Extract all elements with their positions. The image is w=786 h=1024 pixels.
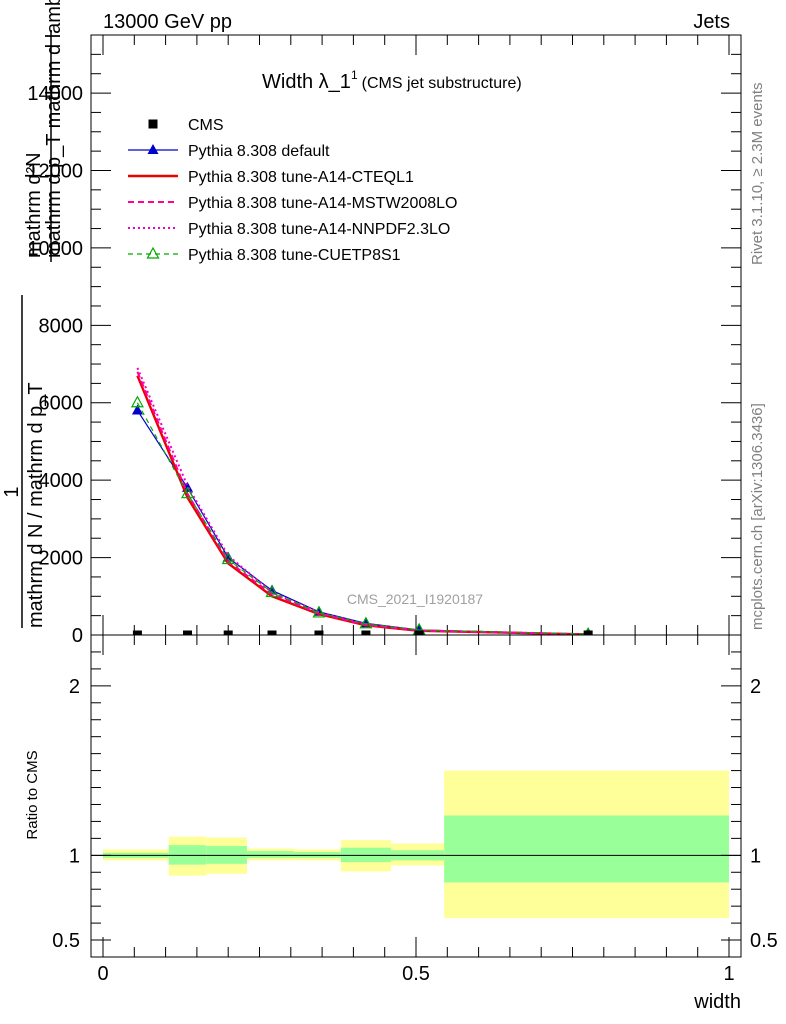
- ratio-stat-band: [246, 851, 294, 858]
- main-y-tick-label: 2000: [39, 548, 84, 570]
- legend-entry: Pythia 8.308 default: [128, 143, 330, 160]
- ratio-y-tick-label: 2: [69, 676, 80, 698]
- legend-label: CMS: [188, 117, 224, 134]
- legend-marker: [148, 119, 158, 129]
- rivet-label: Rivet 3.1.10, ≥ 2.3M events: [749, 83, 766, 266]
- data-point: [131, 404, 143, 415]
- legend-label: Pythia 8.308 tune-A14-NNPDF2.3LO: [188, 221, 450, 238]
- ylabel-numerator: mathrm d²N: [23, 152, 45, 258]
- legend-entry: Pythia 8.308 tune-A14-MSTW2008LO: [128, 195, 457, 212]
- legend-entry: Pythia 8.308 tune-CUETP8S1: [128, 246, 401, 264]
- x-axis-label: width: [693, 991, 741, 1013]
- mcplots-label: mcplots.cern.ch [arXiv:1306.3436]: [749, 403, 766, 630]
- data-point: [312, 605, 326, 618]
- data-point: [180, 486, 195, 499]
- main-y-tick-label: 12000: [27, 160, 83, 182]
- header-right: Jets: [693, 11, 730, 33]
- ratio-y-tick-label: 0.5: [52, 930, 80, 952]
- plot-title: Width λ_11 (CMS jet substructure): [262, 68, 522, 93]
- data-point: [221, 552, 235, 565]
- ylabel-numerator2: mathrm d N / mathrm d p_T: [25, 382, 47, 628]
- x-tick-label: 0: [97, 963, 108, 985]
- legend-entry: CMS: [148, 117, 224, 134]
- ratio-y-tick-label-right: 0.5: [750, 930, 778, 952]
- data-point: [265, 585, 279, 598]
- legend-entry: Pythia 8.308 tune-A14-NNPDF2.3LO: [128, 221, 450, 238]
- header-left: 13000 GeV pp: [103, 11, 232, 33]
- main-y-tick-label: 4000: [39, 470, 84, 492]
- x-tick-label: 1: [723, 963, 734, 985]
- ratio-y-ticks: 0.5 0.5 1 1 2 2: [52, 651, 778, 952]
- data-point: [359, 616, 373, 629]
- ratio-y-tick-label-right: 1: [750, 845, 761, 867]
- legend-label: Pythia 8.308 tune-CUETP8S1: [188, 247, 401, 264]
- ylabel-denominator: mathrm d p_T mathrm d lambda: [43, 0, 65, 258]
- legend-marker: [147, 144, 159, 154]
- ratio-y-tick-label-right: 2: [750, 676, 761, 698]
- main-x-ticks: [102, 35, 730, 635]
- ylabel-unity: 1: [1, 486, 23, 497]
- analysis-watermark: CMS_2021_I1920187: [347, 591, 483, 607]
- legend-label: Pythia 8.308 tune-A14-MSTW2008LO: [188, 195, 457, 212]
- ratio-x-ticks: 0 0.5 1: [97, 635, 735, 985]
- data-point: [130, 395, 144, 408]
- main-y-tick-label: 10000: [27, 238, 83, 260]
- legend-entry: Pythia 8.308 tune-A14-CTEQL1: [128, 169, 414, 186]
- series-line: [136, 402, 589, 635]
- ratio-y-tick-label: 1: [69, 845, 80, 867]
- main-ylabel: mathrm d²N mathrm d p_T mathrm d lambda …: [1, 0, 65, 628]
- legend: CMS Pythia 8.308 default Pythia 8.308 tune…: [128, 117, 457, 264]
- legend-label: Pythia 8.308 default: [188, 143, 330, 160]
- x-tick-label: 0.5: [402, 963, 430, 985]
- ratio-stat-band: [444, 815, 729, 883]
- ratio-ylabel: Ratio to CMS: [24, 750, 41, 839]
- main-y-tick-label: 8000: [39, 315, 84, 337]
- main-y-tick-label: 14000: [27, 83, 83, 105]
- legend-label: Pythia 8.308 tune-A14-CTEQL1: [188, 169, 414, 186]
- main-y-tick-label: 6000: [39, 393, 84, 415]
- legend-marker: [146, 246, 160, 259]
- main-y-tick-label: 0: [72, 625, 83, 647]
